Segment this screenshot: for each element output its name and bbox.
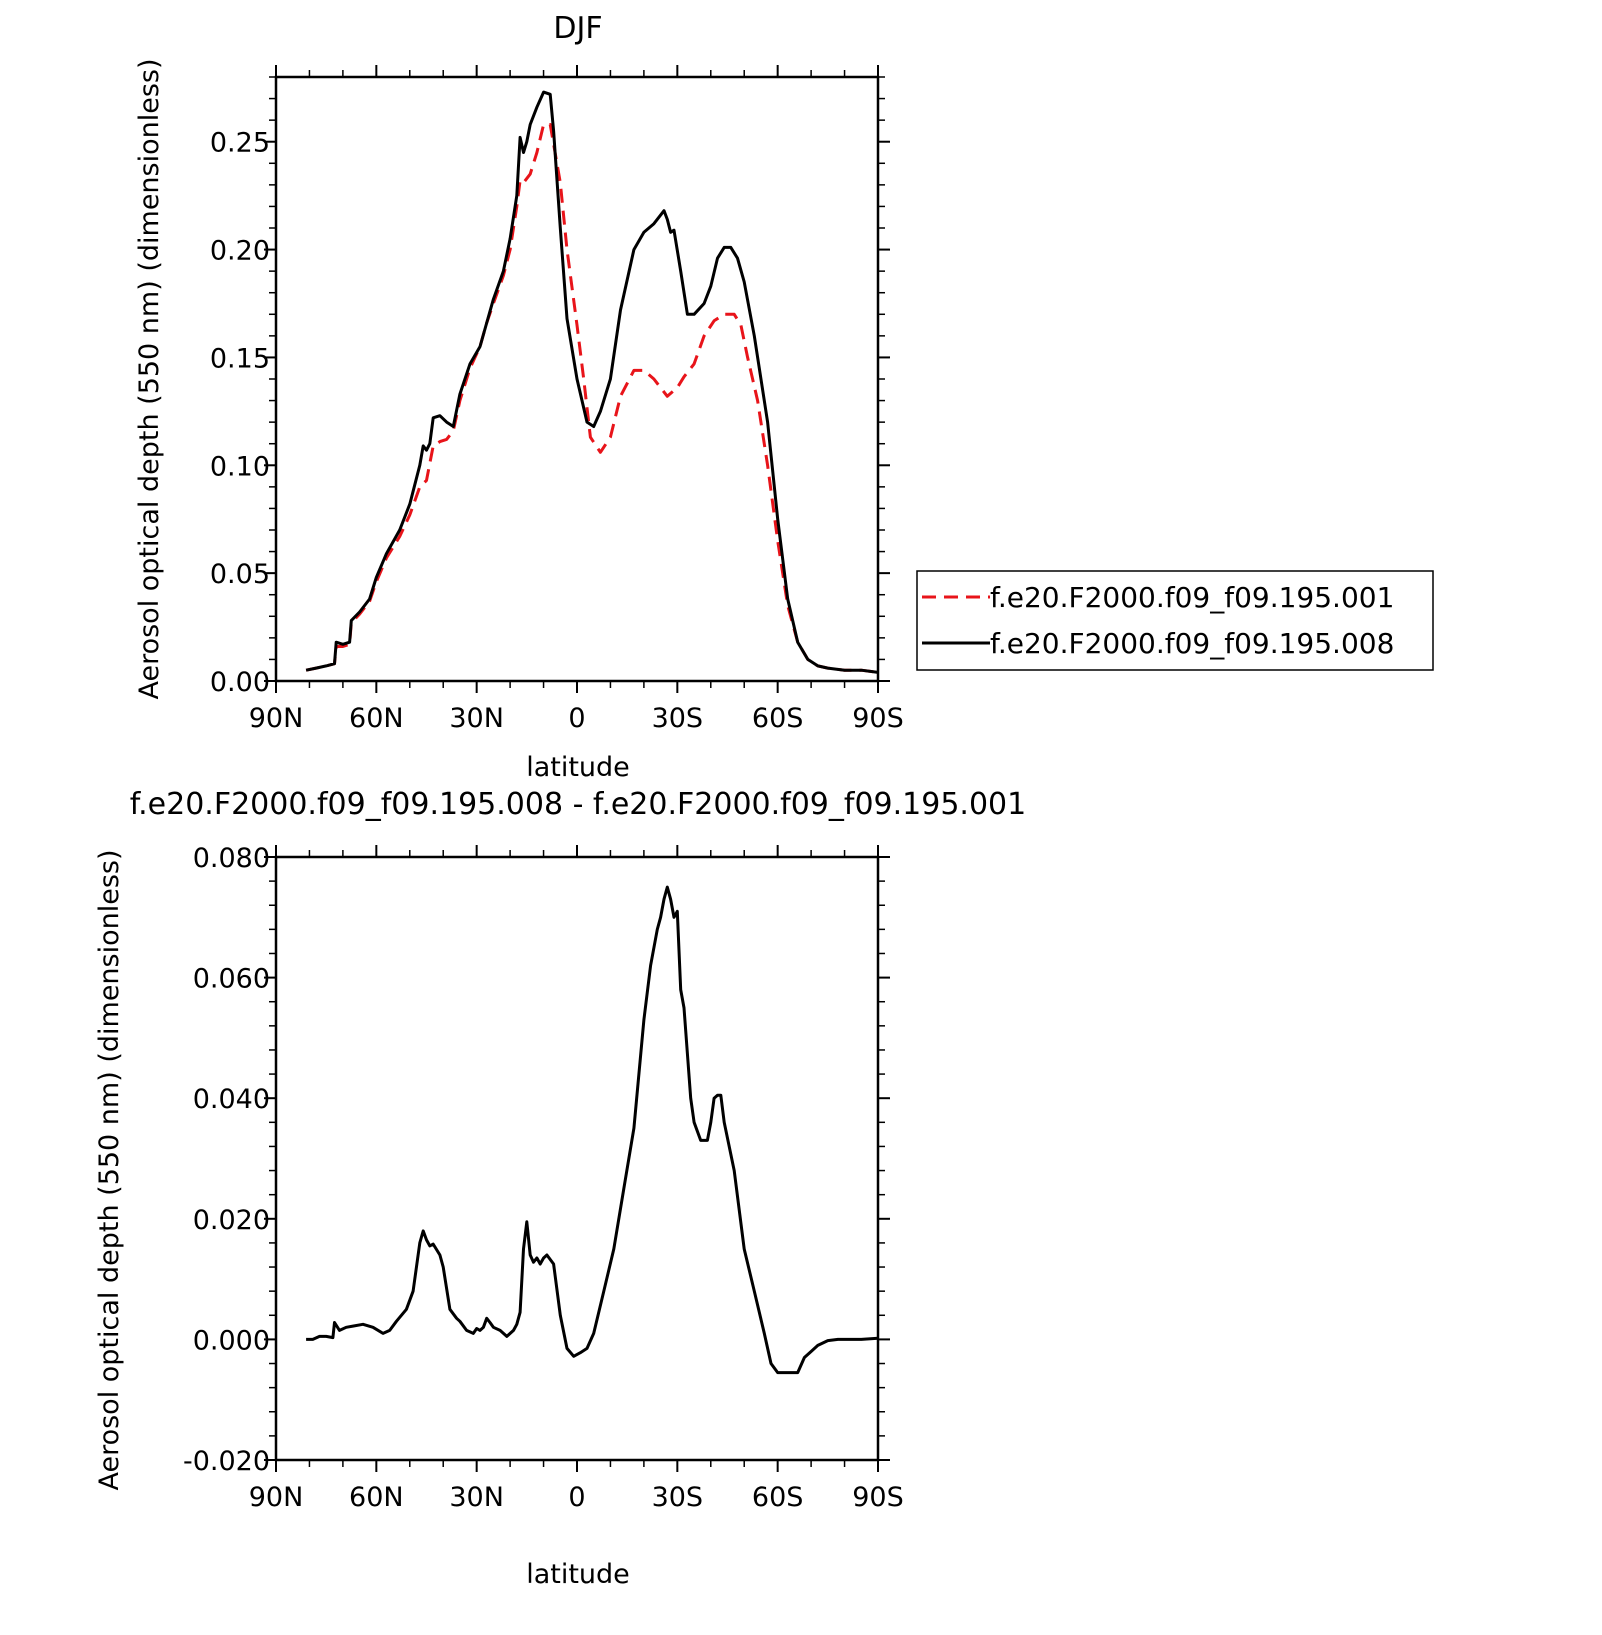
top-plot-ticks: 90N 60N 30N 0 30S 60S 90S 0.00 0.05 0.10 0.15 0.20 0… xyxy=(210,65,904,734)
top-plot-ytick-label: 0.15 xyxy=(210,343,270,374)
bottom-plot-xtick-label: 60N xyxy=(349,1482,404,1513)
bottom-plot-xlabel: latitude xyxy=(526,1559,630,1590)
bottom-plot: f.e20.F2000.f09_f09.195.008 - f.e20.F200… xyxy=(94,787,1026,1590)
top-plot-ylabel: Aerosol optical depth (550 nm) (dimensio… xyxy=(134,58,165,699)
top-plot-series xyxy=(305,90,879,674)
legend-label-1: f.e20.F2000.f09_f09.195.008 xyxy=(990,627,1394,660)
top-plot-xtick-label: 30S xyxy=(652,703,704,734)
top-plot-series-line-1 xyxy=(305,90,879,674)
top-plot-title: DJF xyxy=(553,11,602,46)
bottom-plot-ylabel: Aerosol optical depth (550 nm) (dimensio… xyxy=(94,849,125,1490)
legend-box xyxy=(916,570,1434,671)
bottom-plot-ytick-label: 0.000 xyxy=(193,1325,270,1356)
top-plot-xlabel: latitude xyxy=(526,752,630,783)
top-plot-ytick-label: 0.10 xyxy=(210,451,270,482)
top-plot: DJF 90N 60N 30N 0 30S 60S 90S 0.00 0.05 0.10 0.15 0… xyxy=(134,11,1434,783)
bottom-plot-xtick-label: 90N xyxy=(249,1482,304,1513)
legend-label-0: f.e20.F2000.f09_f09.195.001 xyxy=(990,581,1394,614)
top-plot-xtick-label: 90N xyxy=(249,703,304,734)
top-plot-xtick-label: 60N xyxy=(349,703,404,734)
top-plot-ytick-label: 0.00 xyxy=(210,667,270,698)
top-plot-xtick-label: 90S xyxy=(852,703,904,734)
bottom-plot-ytick-label: 0.020 xyxy=(193,1205,270,1236)
bottom-plot-xtick-label: 60S xyxy=(752,1482,804,1513)
bottom-plot-ytick-label: 0.080 xyxy=(193,843,270,874)
top-plot-ytick-label: 0.05 xyxy=(210,559,270,590)
top-plot-xtick-label: 30N xyxy=(449,703,504,734)
bottom-plot-ytick-label: 0.060 xyxy=(193,964,270,995)
bottom-plot-xtick-label: 30N xyxy=(449,1482,504,1513)
top-plot-ytick-label: 0.25 xyxy=(210,128,270,159)
bottom-plot-xtick-label: 0 xyxy=(568,1482,585,1513)
bottom-plot-series-line-0 xyxy=(306,885,879,1375)
top-plot-series-line-0 xyxy=(305,123,879,674)
bottom-plot-series xyxy=(306,885,879,1375)
legend: f.e20.F2000.f09_f09.195.001 f.e20.F2000.f… xyxy=(916,570,1434,671)
top-plot-xtick-label: 0 xyxy=(568,703,585,734)
bottom-plot-xtick-label: 30S xyxy=(652,1482,704,1513)
bottom-plot-xtick-label: 90S xyxy=(852,1482,904,1513)
bottom-plot-frame xyxy=(274,855,880,1462)
bottom-plot-ytick-label: 0.040 xyxy=(193,1084,270,1115)
bottom-plot-ytick-label: -0.020 xyxy=(183,1446,270,1477)
bottom-plot-ticks: 90N 60N 30N 0 30S 60S 90S -0.020 0.000 0.020 0.040… xyxy=(183,843,904,1513)
top-plot-ytick-label: 0.20 xyxy=(210,236,270,267)
bottom-plot-title: f.e20.F2000.f09_f09.195.008 - f.e20.F200… xyxy=(130,787,1026,822)
top-plot-xtick-label: 60S xyxy=(752,703,804,734)
